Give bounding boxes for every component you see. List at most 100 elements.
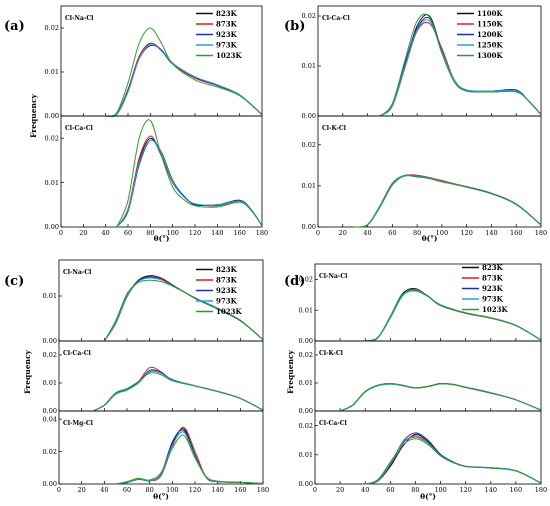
x-tick-label: 20 bbox=[339, 229, 347, 237]
subplot-label: Cl-Na-Cl bbox=[319, 273, 348, 280]
series-line-1023K bbox=[365, 438, 542, 485]
series-line-923K bbox=[339, 382, 542, 412]
x-tick-label: 80 bbox=[146, 486, 154, 494]
series-line-823K bbox=[116, 137, 263, 228]
panel-letter: (c) bbox=[4, 274, 24, 289]
x-tick-label: 100 bbox=[434, 486, 446, 494]
subplot-cl-k-cl: 0.00 0.01 0.02 Cl-K-Cl bbox=[302, 115, 542, 231]
legend-label: 823K bbox=[482, 263, 504, 272]
legend-label: 1023K bbox=[482, 305, 508, 314]
legend-label: 873K bbox=[482, 274, 504, 283]
subplot-label: Cl-K-Cl bbox=[319, 350, 344, 357]
legend-label: 873K bbox=[216, 276, 238, 285]
x-tick-label: 60 bbox=[386, 486, 394, 494]
subplot-label: Cl-K-Cl bbox=[322, 125, 347, 132]
subplot-cl-ca-cl: 0.00 0.01 0.02 Cl-Ca-Cl bbox=[45, 115, 263, 231]
subplot-frame bbox=[317, 115, 542, 228]
x-tick-label: 0 bbox=[57, 486, 61, 494]
legend-label: 973K bbox=[216, 41, 238, 50]
x-axis-title: θ(°) bbox=[154, 234, 170, 243]
series-line-1023K bbox=[339, 383, 542, 412]
x-tick-label: 180 bbox=[535, 486, 547, 494]
subplot-cl-ca-cl: 0.00 0.01 0.02 Cl-Ca-Cl bbox=[299, 410, 542, 488]
series-line-873K bbox=[116, 135, 263, 228]
x-tick-label: 0 bbox=[313, 486, 317, 494]
x-tick-label: 40 bbox=[363, 229, 371, 237]
chart-panel-4: (d) 0.00 0.01 0.02 Cl-Na-Cl 0.00 0.01 0.02 Cl-K-… bbox=[284, 263, 547, 501]
x-tick-label: 60 bbox=[124, 229, 132, 237]
subplot-cl-ca-cl: 0.00 0.01 0.02 Cl-Ca-Cl bbox=[302, 5, 542, 120]
y-tick-label: 0.01 bbox=[299, 451, 313, 459]
y-tick-label: 0.00 bbox=[43, 480, 57, 488]
legend-label: 1150K bbox=[477, 20, 503, 29]
x-tick-label: 140 bbox=[211, 229, 223, 237]
y-tick-label: 0.00 bbox=[299, 407, 313, 415]
x-tick-label: 140 bbox=[211, 486, 223, 494]
panel-letter: (b) bbox=[284, 19, 305, 34]
series-line-973K bbox=[116, 139, 263, 228]
series-line-1023K bbox=[103, 279, 264, 342]
x-tick-label: 20 bbox=[79, 229, 87, 237]
series-line-1023K bbox=[116, 119, 263, 228]
y-tick-label: 0.02 bbox=[43, 351, 57, 359]
y-tick-label: 0.02 bbox=[45, 24, 59, 32]
x-tick-label: 100 bbox=[166, 486, 178, 494]
y-tick-label: 0.00 bbox=[299, 480, 313, 488]
y-axis-title: Frequency bbox=[286, 349, 295, 393]
series-line-823K bbox=[339, 382, 542, 412]
subplot-frame bbox=[60, 115, 263, 228]
subplot-frame bbox=[58, 410, 264, 485]
y-tick-label: 0.04 bbox=[43, 415, 57, 423]
y-tick-label: 0.00 bbox=[302, 223, 316, 231]
legend-label: 823K bbox=[216, 9, 238, 18]
chart-panel-2: (b) 0.00 0.01 0.02 Cl-Ca-Cl 0.00 0.01 0.02 Cl-K-… bbox=[284, 5, 547, 243]
y-tick-label: 0.01 bbox=[302, 182, 316, 190]
subplot-label: Cl-Na-Cl bbox=[65, 15, 94, 22]
subplot-label: Cl-Ca-Cl bbox=[65, 125, 93, 132]
series-line-923K bbox=[365, 432, 542, 485]
legend-label: 823K bbox=[216, 265, 238, 274]
x-tick-label: 20 bbox=[336, 486, 344, 494]
x-tick-label: 40 bbox=[102, 229, 110, 237]
y-tick-label: 0.01 bbox=[45, 68, 59, 76]
legend-label: 1250K bbox=[477, 41, 503, 50]
legend-label: 1023K bbox=[216, 51, 242, 60]
x-tick-label: 120 bbox=[189, 486, 201, 494]
subplot-label: Cl-Na-Cl bbox=[63, 269, 92, 276]
legend-label: 873K bbox=[216, 20, 238, 29]
x-axis-title: θ(°) bbox=[420, 492, 436, 501]
x-tick-label: 160 bbox=[510, 486, 522, 494]
x-tick-label: 0 bbox=[316, 229, 320, 237]
series-line-1300K bbox=[355, 174, 542, 228]
x-tick-label: 160 bbox=[233, 229, 245, 237]
y-tick-label: 0.02 bbox=[43, 448, 57, 456]
series-line-873K bbox=[92, 366, 264, 412]
subplot-cl-k-cl: 0.00 0.01 0.02 Cl-K-Cl bbox=[299, 340, 542, 415]
series-line-873K bbox=[115, 426, 264, 485]
x-tick-label: 40 bbox=[100, 486, 108, 494]
subplot-cl-ca-cl: 0.00 0.01 0.02 Cl-Ca-Cl bbox=[43, 340, 264, 415]
y-tick-label: 0.01 bbox=[43, 292, 57, 300]
legend-label: 973K bbox=[216, 297, 238, 306]
subplot-frame bbox=[317, 5, 542, 117]
x-tick-label: 0 bbox=[59, 229, 63, 237]
x-tick-label: 60 bbox=[123, 486, 131, 494]
x-tick-label: 80 bbox=[146, 229, 154, 237]
y-tick-label: 0.02 bbox=[299, 351, 313, 359]
legend-label: 923K bbox=[216, 286, 238, 295]
x-axis-title: θ(°) bbox=[153, 492, 169, 501]
y-tick-label: 0.02 bbox=[302, 141, 316, 149]
subplot-label: Cl-Ca-Cl bbox=[319, 420, 347, 427]
x-tick-label: 60 bbox=[388, 229, 396, 237]
x-tick-label: 180 bbox=[535, 229, 547, 237]
y-tick-label: 0.00 bbox=[45, 223, 59, 231]
legend-label: 973K bbox=[482, 295, 504, 304]
subplot-label: Cl-Ca-Cl bbox=[322, 15, 350, 22]
y-tick-label: 0.01 bbox=[299, 379, 313, 387]
x-tick-label: 140 bbox=[485, 486, 497, 494]
y-tick-label: 0.02 bbox=[299, 276, 313, 284]
subplot-frame bbox=[314, 340, 542, 412]
legend-label: 1300K bbox=[477, 51, 503, 60]
